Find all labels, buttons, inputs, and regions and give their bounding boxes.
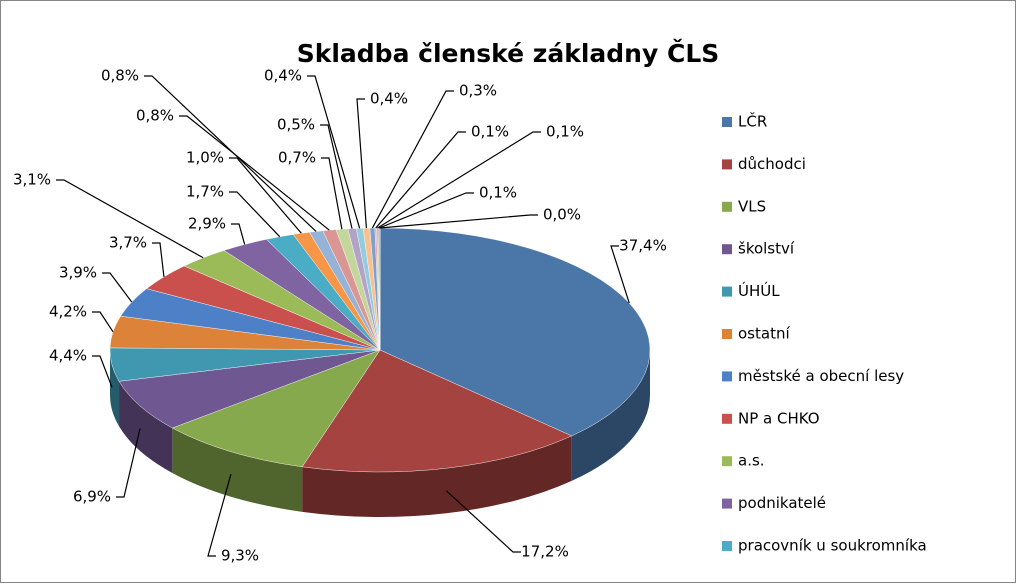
data-label: 3,1% [13, 171, 51, 189]
leader-line [307, 75, 361, 229]
data-label: 0,4% [370, 90, 408, 108]
legend-swatch [722, 456, 732, 467]
data-label: 0,7% [278, 149, 316, 167]
leader-line [371, 90, 454, 229]
legend-swatch [722, 201, 732, 212]
legend-swatch [722, 117, 732, 127]
legend-label: ÚHÚL [738, 281, 780, 300]
leader-line [92, 355, 113, 388]
legend-label: školství [738, 240, 795, 258]
legend-swatch [722, 159, 732, 170]
legend-label: důchodci [738, 155, 806, 173]
data-label: 0,8% [101, 67, 139, 85]
legend-swatch [722, 498, 732, 509]
slice-side [302, 435, 572, 517]
slice-side [172, 427, 303, 512]
data-label: 1,7% [186, 183, 224, 201]
data-label: 0,4% [264, 67, 302, 85]
data-label: 0,1% [479, 184, 517, 202]
leader-line [379, 214, 538, 229]
leader-line [229, 191, 281, 238]
leader-line [377, 131, 541, 229]
leader-line [445, 490, 521, 553]
data-label: 0,8% [136, 107, 174, 125]
leader-line [231, 223, 246, 245]
leader-line [102, 272, 133, 303]
leader-line [116, 428, 141, 498]
leader-line [375, 131, 466, 229]
data-label: 3,9% [59, 264, 97, 282]
data-label: 2,9% [188, 215, 226, 233]
legend-label: a.s. [738, 452, 765, 470]
data-label: 6,9% [73, 488, 111, 506]
legend-swatch [722, 413, 732, 424]
leader-line [229, 157, 302, 234]
legend-swatch [722, 244, 732, 255]
data-label: 3,7% [109, 234, 147, 252]
data-label: 0,5% [277, 116, 315, 134]
legend-swatch [722, 286, 732, 297]
leader-line [144, 75, 317, 232]
data-label: 0,1% [546, 123, 584, 141]
data-label: 37,4% [619, 237, 667, 255]
legend-label: pracovník u soukromníka [738, 537, 927, 555]
data-label: 17,2% [521, 543, 569, 561]
legend-label: VLS [738, 197, 766, 215]
legend-label: podnikatelé [738, 494, 826, 512]
leader-line [56, 179, 204, 259]
data-label: 9,3% [221, 547, 259, 565]
legend-swatch [722, 541, 732, 551]
slice-side [119, 381, 173, 473]
leader-line [356, 98, 368, 229]
data-label: 1,0% [186, 149, 224, 167]
data-label: 0,0% [543, 206, 581, 224]
leader-line [320, 124, 353, 229]
legend-swatch [722, 329, 732, 339]
leader-line [152, 242, 165, 277]
data-label: 4,4% [49, 347, 87, 365]
slice [301, 349, 573, 473]
leader-line [321, 157, 343, 230]
legend-swatch [722, 371, 732, 382]
slice [171, 349, 381, 468]
legend-label: ostatní [738, 325, 790, 343]
legend-label: LČR [738, 112, 767, 131]
leader-line [207, 474, 232, 557]
legend-label: NP a CHKO [738, 409, 820, 427]
data-label: 4,2% [49, 303, 87, 321]
legend-label: městské a obecní lesy [738, 367, 904, 385]
data-label: 0,3% [459, 82, 497, 100]
leader-line [92, 311, 114, 333]
slice [118, 349, 381, 429]
data-label: 0,1% [471, 123, 509, 141]
chart-title: Skladba členské základny ČLS [297, 38, 720, 68]
leader-line [378, 192, 474, 229]
leader-line [610, 245, 630, 304]
leader-line [179, 115, 330, 231]
slice-side [110, 350, 120, 427]
slice-side [571, 350, 650, 481]
